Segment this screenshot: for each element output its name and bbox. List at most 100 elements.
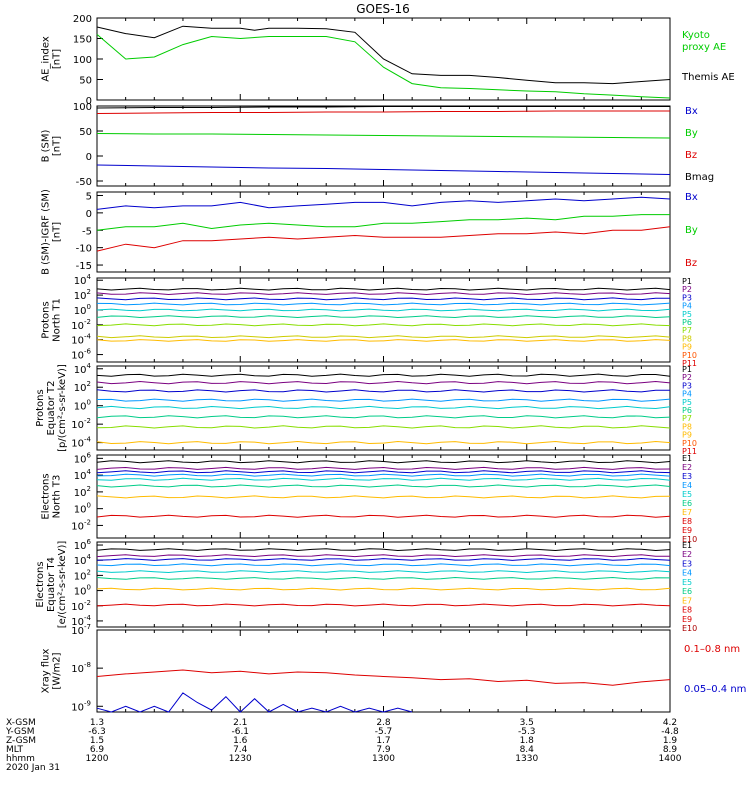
panel-ylabel: [nT] — [52, 49, 63, 69]
series-E4 — [96, 473, 671, 477]
legend-label: E5 — [682, 578, 692, 587]
series-Bz — [96, 226, 671, 252]
y-tick-label: 10-4 — [71, 333, 91, 347]
y-tick-label: -5 — [82, 226, 92, 237]
legend-label: E1 — [682, 454, 692, 463]
panel-ylabel: AE_index — [41, 36, 52, 82]
legend-label: Bx — [685, 106, 698, 117]
legend-label: P8 — [682, 334, 692, 343]
series-P1 — [96, 287, 671, 291]
legend-label: P6 — [682, 406, 692, 415]
y-tick-label: -10 — [76, 244, 92, 255]
footer-value: 8.9 — [663, 745, 678, 755]
footer-value: 1.9 — [663, 736, 678, 746]
footer-value: 1230 — [229, 754, 252, 764]
y-tick-label: -50 — [76, 177, 92, 188]
y-tick-label: 10-2 — [71, 518, 91, 532]
series-E1 — [96, 548, 671, 552]
legend-label: P10 — [682, 351, 697, 360]
series-E1 — [96, 460, 671, 464]
legend-label: Bmag — [685, 172, 714, 183]
series-E2 — [96, 466, 671, 470]
legend-label: E9 — [682, 526, 692, 535]
legend-label: E7 — [682, 596, 692, 605]
y-tick-label: 0 — [86, 96, 92, 107]
legend-label: P6 — [682, 318, 692, 327]
panel-ylabel: B (SM) — [41, 129, 52, 162]
panel-ylabel: B (SM)-IGRF (SM) — [41, 189, 52, 275]
footer-value: 1.3 — [90, 718, 104, 728]
legend-label: E8 — [682, 517, 692, 526]
legend-label: Bz — [685, 258, 697, 269]
legend-label: P2 — [682, 373, 692, 382]
panel-ylabel: [e/(cm²-s-sr-keV)] — [57, 541, 68, 629]
panel-ylabel: North T1 — [52, 298, 63, 342]
y-tick-label: 0 — [86, 152, 92, 163]
panel-2: B (SM) [nT] -50 0 50 100 Bx By Bz Bmag — [41, 102, 715, 188]
footer-value: 7.9 — [376, 745, 391, 755]
footer-row-label: Y-GSM — [5, 727, 34, 737]
series-By — [96, 133, 671, 139]
series-0-05-0-4-nm — [96, 692, 413, 713]
series-E3 — [96, 470, 671, 474]
series-P7 — [96, 425, 671, 429]
legend-label: E8 — [682, 606, 692, 615]
series-P2 — [96, 380, 671, 385]
series-E4 — [96, 563, 671, 567]
legend-label: E1 — [682, 541, 692, 550]
legend-label: P11 — [682, 447, 697, 456]
series-E5 — [96, 477, 671, 481]
legend-label: E9 — [682, 615, 692, 624]
legend-label: P4 — [682, 390, 692, 399]
legend-label: E6 — [682, 587, 692, 596]
series-Themis-AE — [96, 25, 671, 85]
series-P1 — [96, 373, 671, 377]
footer-row-label: X-GSM — [6, 718, 36, 728]
y-tick-label: 10-6 — [71, 348, 91, 362]
footer-value: 1300 — [372, 754, 395, 764]
footer-value: -6.3 — [88, 727, 106, 737]
y-tick-label: -15 — [76, 261, 92, 272]
series-Bmag — [96, 106, 670, 109]
legend-label: P10 — [682, 439, 697, 448]
footer-value: 2.1 — [233, 718, 247, 728]
legend-label: E3 — [682, 559, 692, 568]
panel-ylabel: Xray flux — [41, 649, 52, 694]
series-P9 — [96, 339, 671, 342]
legend-label: E4 — [682, 481, 692, 490]
footer-value: 1.5 — [90, 736, 104, 746]
series-P2 — [96, 292, 671, 296]
panel-ylabel: Protons — [35, 389, 46, 426]
panel-ylabel: Equator T4 — [46, 557, 57, 612]
panel-frame — [96, 629, 671, 713]
series-P4 — [96, 302, 671, 306]
y-tick-label: 102 — [74, 288, 91, 302]
footer-value: 4.2 — [663, 718, 677, 728]
legend-label: 0.1–0.8 nm — [684, 644, 740, 655]
legend-label: P1 — [682, 365, 692, 374]
legend-label: proxy AE — [682, 42, 726, 53]
series-P8 — [96, 440, 671, 445]
y-tick-label: 10-2 — [71, 318, 91, 332]
series-P3 — [96, 389, 670, 393]
legend-label: Themis AE — [681, 72, 735, 83]
series-P5 — [96, 405, 671, 410]
footer-row-label: MLT — [6, 745, 24, 755]
series-P6 — [96, 415, 671, 419]
legend-label: P9 — [682, 431, 692, 440]
footer-value: 1.7 — [376, 736, 390, 746]
y-tick-label: 150 — [73, 35, 92, 46]
series-E8 — [96, 514, 671, 518]
panel-frame — [96, 277, 671, 363]
series-E6 — [96, 576, 671, 580]
series-P5 — [96, 308, 671, 312]
footer-value: 6.9 — [90, 745, 105, 755]
panel-ylabel: Electrons — [41, 473, 52, 519]
y-tick-label: 102 — [74, 380, 91, 394]
y-tick-label: 102 — [74, 568, 91, 582]
legend-label: Bx — [685, 192, 698, 203]
panel-6: Electrons North T310610410210010-2E1E2E3E… — [41, 451, 698, 544]
y-tick-label: 5 — [86, 191, 92, 202]
